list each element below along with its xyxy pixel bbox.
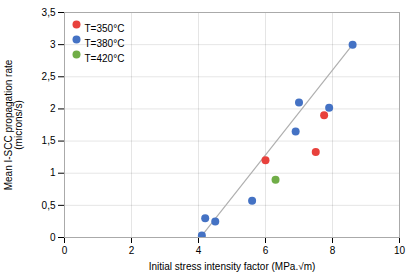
- svg-text:Mean I-SCC propagation rate(mi: Mean I-SCC propagation rate(microns/s): [3, 59, 24, 190]
- svg-text:1,5: 1,5: [42, 135, 56, 146]
- svg-text:0,5: 0,5: [42, 200, 56, 211]
- svg-text:4: 4: [196, 245, 202, 256]
- svg-text:2: 2: [129, 245, 135, 256]
- svg-text:T=350°C: T=350°C: [85, 23, 125, 34]
- svg-text:0: 0: [50, 232, 56, 243]
- svg-text:3: 3: [50, 39, 56, 50]
- svg-text:3,5: 3,5: [42, 7, 56, 18]
- svg-text:2,5: 2,5: [42, 71, 56, 82]
- svg-text:T=380°C: T=380°C: [85, 38, 125, 49]
- svg-text:1: 1: [50, 167, 56, 178]
- svg-text:2: 2: [50, 103, 56, 114]
- svg-text:10: 10: [394, 245, 406, 256]
- svg-text:Initial stress intensity facto: Initial stress intensity factor (MPa.√m): [149, 261, 316, 272]
- svg-text:T=420°C: T=420°C: [85, 53, 125, 64]
- svg-text:0: 0: [62, 245, 68, 256]
- svg-text:8: 8: [330, 245, 336, 256]
- svg-text:6: 6: [263, 245, 269, 256]
